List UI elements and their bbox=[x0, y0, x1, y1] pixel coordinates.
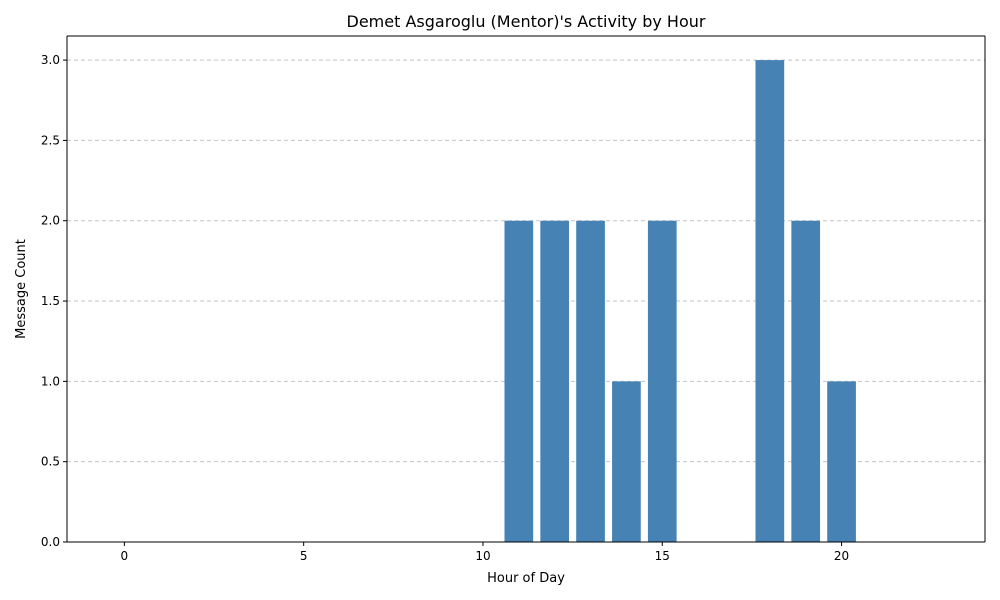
x-tick-label: 10 bbox=[475, 549, 490, 563]
y-tick-label: 1.5 bbox=[41, 294, 60, 308]
y-tick-label: 2.5 bbox=[41, 133, 60, 147]
bar-hour-11 bbox=[504, 220, 534, 542]
x-tick-label: 15 bbox=[655, 549, 670, 563]
bar-hour-19 bbox=[791, 220, 821, 542]
bar-hour-13 bbox=[576, 220, 605, 542]
y-tick-label: 0.0 bbox=[41, 535, 60, 549]
bar-hour-14 bbox=[612, 381, 641, 542]
x-ticks: 0 5 10 15 20 bbox=[121, 542, 849, 563]
y-tick-label: 2.0 bbox=[41, 214, 60, 228]
y-axis-label: Message Count bbox=[14, 239, 29, 339]
bar-hour-18 bbox=[755, 60, 785, 542]
bar-hour-20 bbox=[827, 381, 856, 542]
x-tick-label: 5 bbox=[300, 549, 308, 563]
bar-hour-12 bbox=[540, 220, 570, 542]
y-tick-label: 0.5 bbox=[41, 455, 60, 469]
y-tick-label: 1.0 bbox=[41, 374, 60, 388]
bars bbox=[504, 60, 856, 542]
x-axis-label: Hour of Day bbox=[487, 571, 565, 586]
axes bbox=[66, 35, 986, 543]
chart-title: Demet Asgaroglu (Mentor)'s Activity by H… bbox=[347, 12, 706, 31]
y-tick-label: 3.0 bbox=[41, 53, 60, 67]
x-tick-label: 20 bbox=[834, 549, 849, 563]
y-ticks: 0.0 0.5 1.0 1.5 2.0 2.5 3.0 bbox=[41, 53, 67, 549]
bar-hour-15 bbox=[647, 220, 677, 542]
x-tick-label: 0 bbox=[121, 549, 129, 563]
